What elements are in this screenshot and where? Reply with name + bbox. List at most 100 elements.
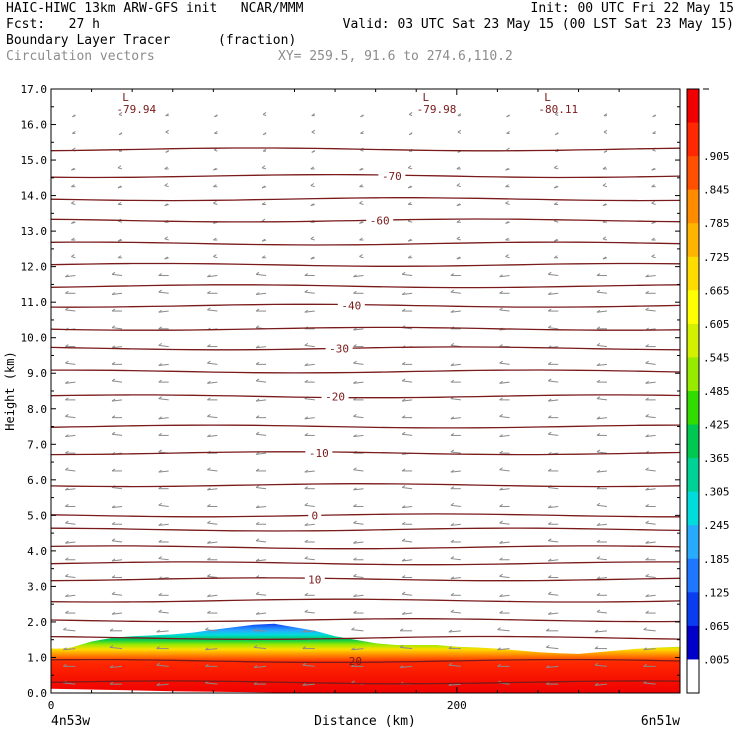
- vector-head: [111, 361, 116, 365]
- vector-head: [547, 361, 552, 365]
- vector-head: [71, 221, 75, 224]
- colorbar-label: .125: [703, 586, 730, 599]
- vector-head: [111, 431, 116, 435]
- cross-section-endpoints: XY= 259.5, 91.6 to 274.6,110.2: [278, 49, 513, 64]
- vector-head: [554, 112, 559, 115]
- vector-shaft: [310, 238, 315, 241]
- vector-shaft: [117, 220, 123, 223]
- vector-head: [111, 308, 116, 312]
- vector-head: [450, 379, 455, 383]
- temperature-contour-line: [50, 658, 681, 664]
- vector-shaft: [456, 238, 462, 241]
- y-tick-label: 10.0: [21, 332, 48, 345]
- vector-head: [594, 629, 599, 633]
- vector-head: [109, 681, 114, 685]
- vector-shaft: [645, 488, 656, 491]
- vector-head: [71, 167, 75, 171]
- vector-head: [499, 307, 503, 311]
- vector-head: [645, 540, 649, 544]
- colorbar-label: .065: [703, 620, 730, 633]
- contour-label: -10: [309, 447, 329, 460]
- vector-shaft: [71, 202, 76, 205]
- vector-head: [359, 221, 363, 224]
- vector-head: [164, 166, 168, 170]
- vector-shaft: [158, 523, 169, 526]
- vector-head: [207, 274, 211, 278]
- vector-head: [111, 415, 116, 419]
- vector-shaft: [353, 541, 364, 544]
- vector-head: [554, 132, 559, 136]
- vector-shaft: [499, 488, 510, 491]
- y-tick-label: 9.0: [27, 367, 47, 380]
- vector-shaft: [450, 310, 461, 313]
- vector-head: [111, 558, 116, 562]
- vector-head: [353, 434, 357, 438]
- vector-shaft: [651, 256, 656, 259]
- vector-head: [255, 345, 260, 349]
- vector-shaft: [602, 238, 608, 241]
- vector-head: [261, 185, 266, 189]
- vector-head: [353, 290, 357, 294]
- vector-head: [156, 682, 160, 686]
- vector-head: [645, 557, 649, 561]
- vector-head: [72, 114, 76, 118]
- vector-head: [158, 432, 162, 436]
- vector-head: [302, 629, 307, 633]
- vector-shaft: [256, 399, 267, 402]
- colorbar-swatch: [687, 256, 699, 291]
- vector-shaft: [450, 291, 461, 294]
- vector-head: [596, 592, 601, 596]
- vector-shaft: [111, 559, 123, 562]
- vector-shaft: [207, 522, 218, 525]
- vector-shaft: [207, 362, 218, 365]
- vector-head: [596, 416, 601, 420]
- vector-shaft: [63, 629, 76, 632]
- vector-head: [553, 185, 558, 189]
- vector-head: [401, 505, 406, 509]
- vector-head: [207, 540, 211, 544]
- vector-shaft: [304, 523, 315, 526]
- vector-shaft: [111, 327, 123, 330]
- vector-shaft: [353, 434, 364, 438]
- vector-head: [255, 431, 260, 435]
- vector-shaft: [594, 664, 608, 667]
- vector-shaft: [65, 381, 76, 384]
- vector-head: [645, 344, 649, 348]
- vector-head: [401, 308, 406, 312]
- vector-head: [602, 256, 607, 260]
- vector-head: [450, 469, 455, 473]
- vector-head: [111, 398, 116, 402]
- vector-head: [158, 539, 162, 543]
- vector-shaft: [450, 451, 461, 454]
- y-tick-label: 2.0: [27, 616, 47, 629]
- vector-head: [407, 238, 412, 242]
- vector-shaft: [499, 594, 510, 597]
- vector-shaft: [111, 612, 123, 615]
- vector-shaft: [353, 415, 364, 419]
- vector-head: [207, 594, 211, 597]
- vector-head: [164, 256, 168, 260]
- vector-head: [547, 505, 552, 509]
- vector-head: [499, 594, 503, 597]
- vector-shaft: [596, 504, 608, 507]
- temperature-contour-line: [50, 680, 681, 685]
- vector-shaft: [254, 665, 267, 669]
- vector-head: [399, 644, 404, 648]
- vector-shaft: [117, 167, 123, 170]
- vector-head: [505, 221, 509, 224]
- vector-shaft: [304, 558, 315, 561]
- vector-head: [456, 203, 461, 207]
- y-tick-label: 11.0: [21, 296, 48, 309]
- vector-shaft: [158, 310, 169, 313]
- vector-shaft: [596, 523, 608, 526]
- vector-head: [505, 200, 509, 204]
- vector-head: [158, 309, 162, 313]
- vector-head: [450, 342, 455, 346]
- vector-head: [213, 237, 217, 241]
- vector-head: [158, 592, 162, 596]
- vector-head: [109, 644, 114, 648]
- vector-head: [456, 183, 461, 186]
- vector-head: [111, 538, 116, 542]
- vector-shaft: [111, 540, 123, 543]
- vector-head: [207, 557, 211, 561]
